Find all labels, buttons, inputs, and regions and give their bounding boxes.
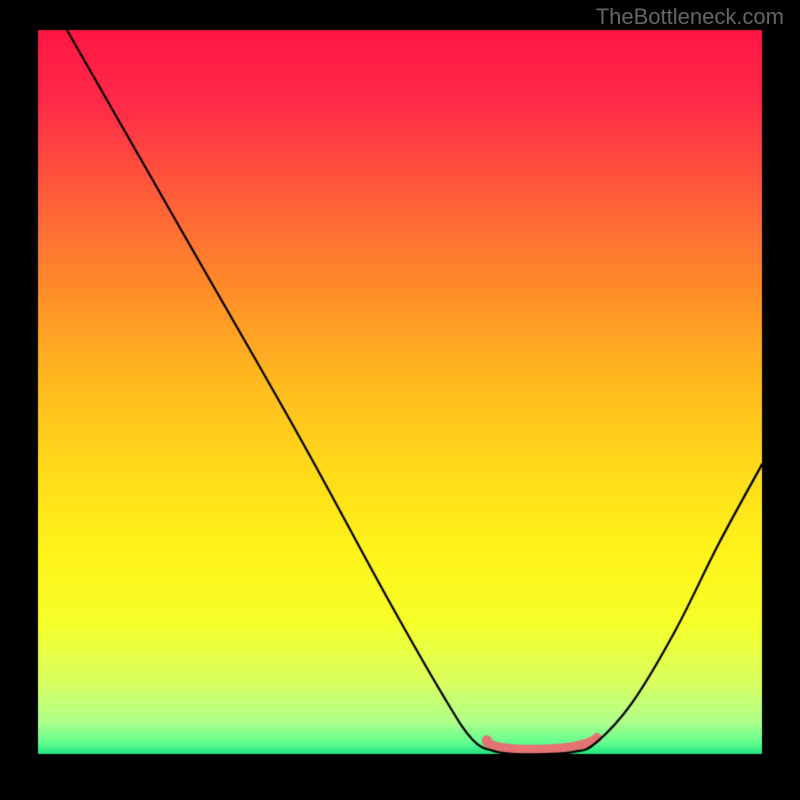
- bottleneck-chart-canvas: [0, 0, 800, 800]
- chart-container: TheBottleneck.com: [0, 0, 800, 800]
- watermark-text: TheBottleneck.com: [596, 4, 784, 30]
